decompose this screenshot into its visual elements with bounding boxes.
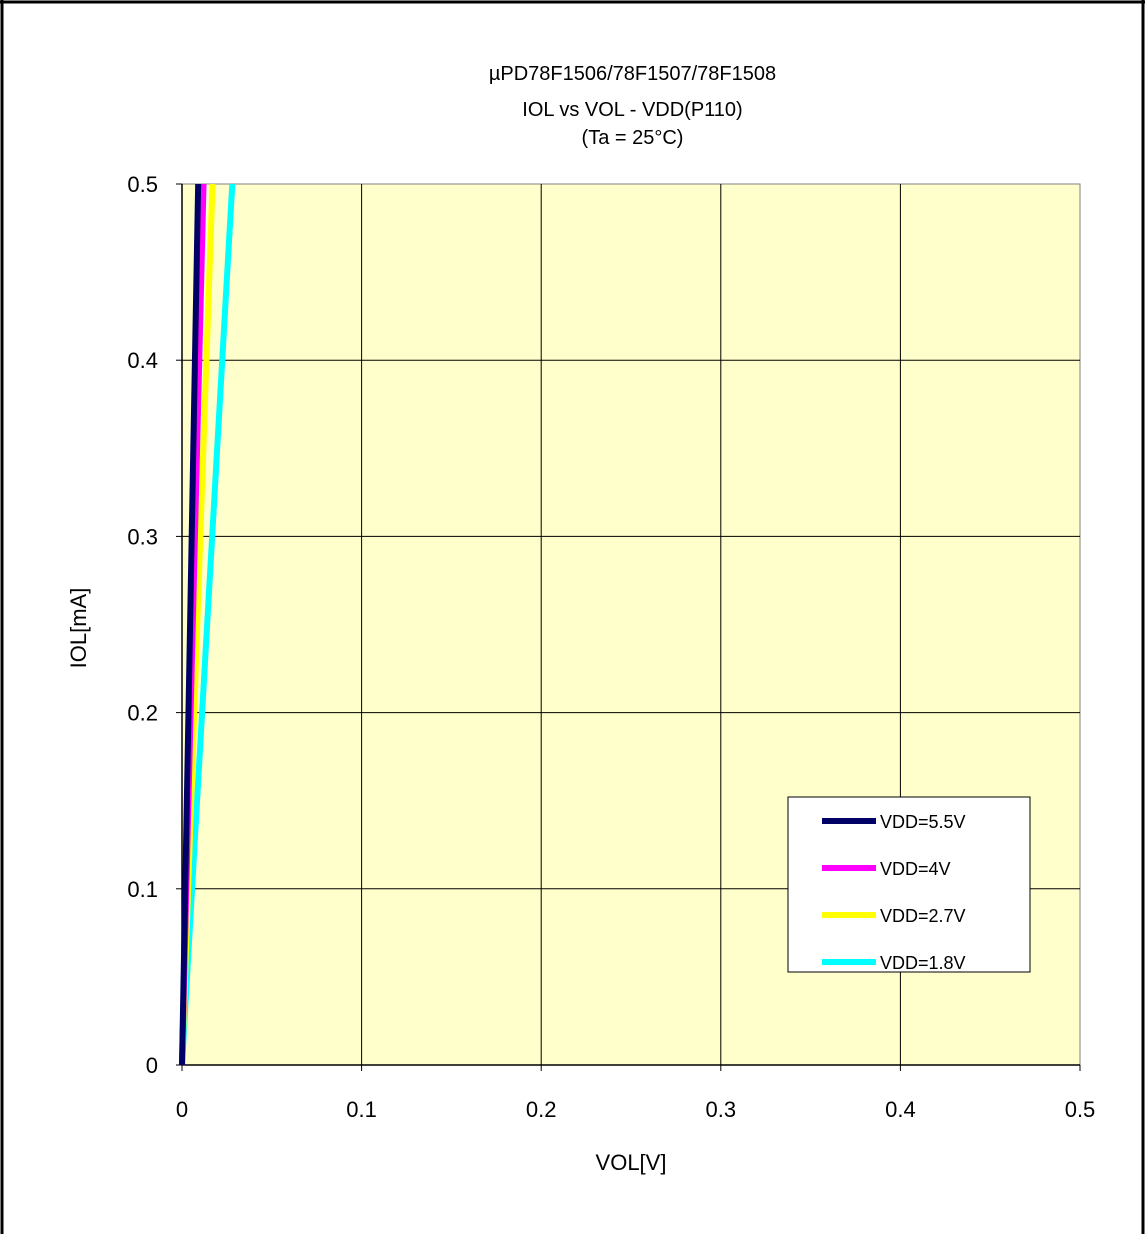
y-tick-label: 0.2 [127, 701, 158, 726]
y-tick-label: 0.3 [127, 524, 158, 549]
series-line [179, 183, 236, 1066]
y-tick-label: 0 [146, 1053, 158, 1078]
legend-label: VDD=5.5V [880, 812, 966, 832]
chart-title-line-3: (Ta = 25°C) [581, 127, 684, 149]
legend-label: VDD=4V [880, 859, 951, 879]
series-line [179, 183, 202, 1066]
legend-label: VDD=2.7V [880, 906, 966, 926]
legend: VDD=5.5V VDD=4V VDD=2.7V VDD=1.8V [787, 796, 1031, 973]
y-tick-label: 0.5 [127, 172, 158, 197]
series-lines [179, 183, 236, 1066]
x-tick-label: 0.3 [706, 1097, 737, 1122]
x-axis-label: VOL[V] [596, 1150, 667, 1175]
x-tick-label: 0 [176, 1097, 188, 1122]
tick-labels: 0 0.1 0.2 0.3 0.4 0.5 0 0.1 0.2 0.3 0.4 0.5 [127, 172, 1095, 1122]
chart-title-line-2: IOL vs VOL - VDD(P110) [522, 99, 743, 121]
grid-lines [181, 184, 1080, 1066]
x-tick-label: 0.1 [346, 1097, 377, 1122]
y-tick-label: 0.4 [127, 348, 158, 373]
y-axis-label: IOL[mA] [66, 588, 91, 669]
legend-label: VDD=1.8V [880, 953, 966, 973]
x-tick-label: 0.5 [1065, 1097, 1096, 1122]
y-tick-label: 0.1 [127, 877, 158, 902]
legend-box [787, 796, 1031, 973]
x-tick-label: 0.4 [885, 1097, 916, 1122]
chart-title-line-1: µPD78F1506/78F1507/78F1508 [488, 63, 777, 85]
x-tick-label: 0.2 [526, 1097, 557, 1122]
